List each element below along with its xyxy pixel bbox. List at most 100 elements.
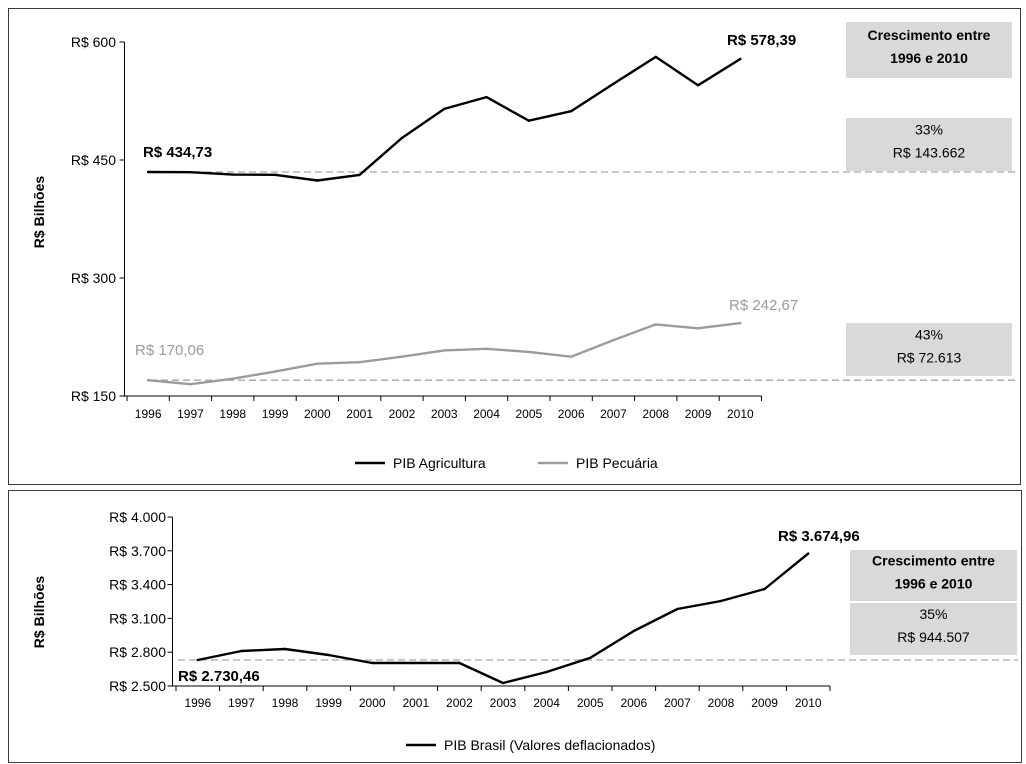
x-tick-label: 2010 xyxy=(727,407,754,421)
data-point-pib-brasil-valores-deflacionados xyxy=(283,647,287,651)
x-tick-label: 1998 xyxy=(219,407,246,421)
growth-value-box xyxy=(846,118,1012,171)
data-point-pib-pecuaria xyxy=(739,321,742,325)
x-tick-label: 2006 xyxy=(620,696,647,710)
growth-value-text: R$ 72.613 xyxy=(897,350,962,366)
growth-value-box xyxy=(850,603,1017,655)
y-axis-title: R$ Bilhões xyxy=(31,176,47,249)
data-point-pib-agricultura xyxy=(273,173,277,176)
x-tick-label: 1996 xyxy=(184,696,211,710)
x-tick-label: 2001 xyxy=(402,696,429,710)
value-annotation: R$ 2.730,46 xyxy=(178,668,260,685)
panel-border xyxy=(8,490,1022,763)
series-line-pib-pecuaria xyxy=(146,321,742,386)
data-point-pib-agricultura xyxy=(400,136,404,140)
x-tick-label: 2007 xyxy=(600,407,627,421)
data-point-pib-agricultura xyxy=(739,57,742,61)
data-point-pib-agricultura xyxy=(485,95,488,99)
data-point-pib-pecuaria xyxy=(612,338,615,342)
x-tick-label: 2001 xyxy=(346,407,373,421)
data-point-pib-brasil-valores-deflacionados xyxy=(545,670,548,674)
growth-value-text: 43% xyxy=(915,327,943,343)
data-point-pib-pecuaria xyxy=(485,347,488,350)
x-tick-label: 2010 xyxy=(795,696,822,710)
data-point-pib-agricultura xyxy=(654,55,657,59)
y-tick-label: R$ 150 xyxy=(71,388,116,404)
data-point-pib-brasil-valores-deflacionados xyxy=(371,661,374,665)
data-point-pib-brasil-valores-deflacionados xyxy=(196,658,199,662)
data-point-pib-agricultura xyxy=(358,173,361,177)
x-tick-label: 1997 xyxy=(228,696,255,710)
growth-header-box xyxy=(846,22,1012,78)
x-tick-label: 2004 xyxy=(533,696,560,710)
growth-header-text: Crescimento entre xyxy=(872,553,995,569)
data-point-pib-pecuaria xyxy=(400,355,404,358)
x-tick-label: 2009 xyxy=(751,696,778,710)
value-annotation: R$ 3.674,96 xyxy=(778,528,860,545)
y-tick-label: R$ 600 xyxy=(71,34,116,50)
data-point-pib-brasil-valores-deflacionados xyxy=(632,629,635,633)
y-tick-label: R$ 3.100 xyxy=(109,610,166,626)
growth-value-box xyxy=(846,323,1012,376)
growth-header-box xyxy=(850,550,1017,601)
data-point-pib-agricultura xyxy=(569,110,573,113)
data-point-pib-pecuaria xyxy=(358,361,361,364)
x-tick-label: 2003 xyxy=(431,407,458,421)
data-point-pib-brasil-valores-deflacionados xyxy=(327,653,330,657)
x-tick-label: 1997 xyxy=(177,407,204,421)
data-point-pib-brasil-valores-deflacionados xyxy=(719,599,723,603)
data-point-pib-pecuaria xyxy=(443,349,446,352)
data-point-pib-brasil-valores-deflacionados xyxy=(458,661,461,665)
y-tick-label: R$ 3.400 xyxy=(109,577,166,593)
series-line-pib-brasil-valores-deflacionados xyxy=(196,552,810,685)
data-point-pib-agricultura xyxy=(696,84,700,87)
growth-value-text: 35% xyxy=(919,606,947,622)
data-point-pib-pecuaria xyxy=(696,327,700,330)
agro-chart-panel: Crescimento entre 1996 e 2010 33% R$ 143.66… xyxy=(8,8,1021,485)
data-point-pib-pecuaria xyxy=(189,383,192,386)
data-point-pib-pecuaria xyxy=(231,377,234,380)
y-tick-label: R$ 300 xyxy=(71,270,116,286)
data-point-pib-brasil-valores-deflacionados xyxy=(589,656,592,660)
legend-label: PIB Agricultura xyxy=(393,455,486,471)
x-tick-label: 1998 xyxy=(272,696,299,710)
data-point-pib-pecuaria xyxy=(527,350,530,354)
data-point-pib-agricultura xyxy=(316,179,319,182)
data-point-pib-agricultura xyxy=(612,82,615,85)
data-point-pib-brasil-valores-deflacionados xyxy=(414,661,417,665)
data-point-pib-pecuaria xyxy=(147,379,150,382)
x-tick-label: 1999 xyxy=(262,407,289,421)
data-point-pib-agricultura xyxy=(147,170,150,174)
panel-border xyxy=(8,8,1021,485)
data-point-pib-agricultura xyxy=(527,119,530,122)
series-line-pib-agricultura xyxy=(146,55,742,182)
data-point-pib-brasil-valores-deflacionados xyxy=(763,587,766,591)
data-point-pib-brasil-valores-deflacionados xyxy=(240,649,243,653)
y-tick-label: R$ 3.700 xyxy=(109,543,166,559)
x-tick-label: 2004 xyxy=(473,407,500,421)
growth-value-text: R$ 944.507 xyxy=(897,629,970,645)
y-axis-title: R$ Bilhões xyxy=(31,576,47,649)
y-tick-label: R$ 450 xyxy=(71,152,116,168)
data-point-pib-pecuaria xyxy=(316,362,319,365)
growth-header-text: 1996 e 2010 xyxy=(890,50,968,66)
data-point-pib-brasil-valores-deflacionados xyxy=(807,552,810,555)
x-tick-label: 2008 xyxy=(708,696,735,710)
legend-label: PIB Brasil (Valores deflacionados) xyxy=(444,737,655,753)
brasil-chart-panel: Crescimento entre 1996 e 2010 35% R$ 944.50… xyxy=(8,490,1022,763)
value-annotation: R$ 578,39 xyxy=(727,32,796,49)
data-point-pib-agricultura xyxy=(189,171,192,174)
data-point-pib-agricultura xyxy=(231,173,234,176)
growth-value-text: R$ 143.662 xyxy=(893,145,966,161)
data-point-pib-pecuaria xyxy=(569,355,573,358)
growth-value-text: 33% xyxy=(915,122,943,138)
x-tick-label: 2008 xyxy=(642,407,669,421)
x-tick-label: 2007 xyxy=(664,696,691,710)
x-tick-label: 2003 xyxy=(490,696,517,710)
x-tick-label: 2002 xyxy=(446,696,473,710)
x-tick-label: 2000 xyxy=(359,696,386,710)
x-tick-label: 2002 xyxy=(389,407,416,421)
x-tick-label: 2009 xyxy=(685,407,712,421)
y-tick-label: R$ 4.000 xyxy=(109,509,166,525)
